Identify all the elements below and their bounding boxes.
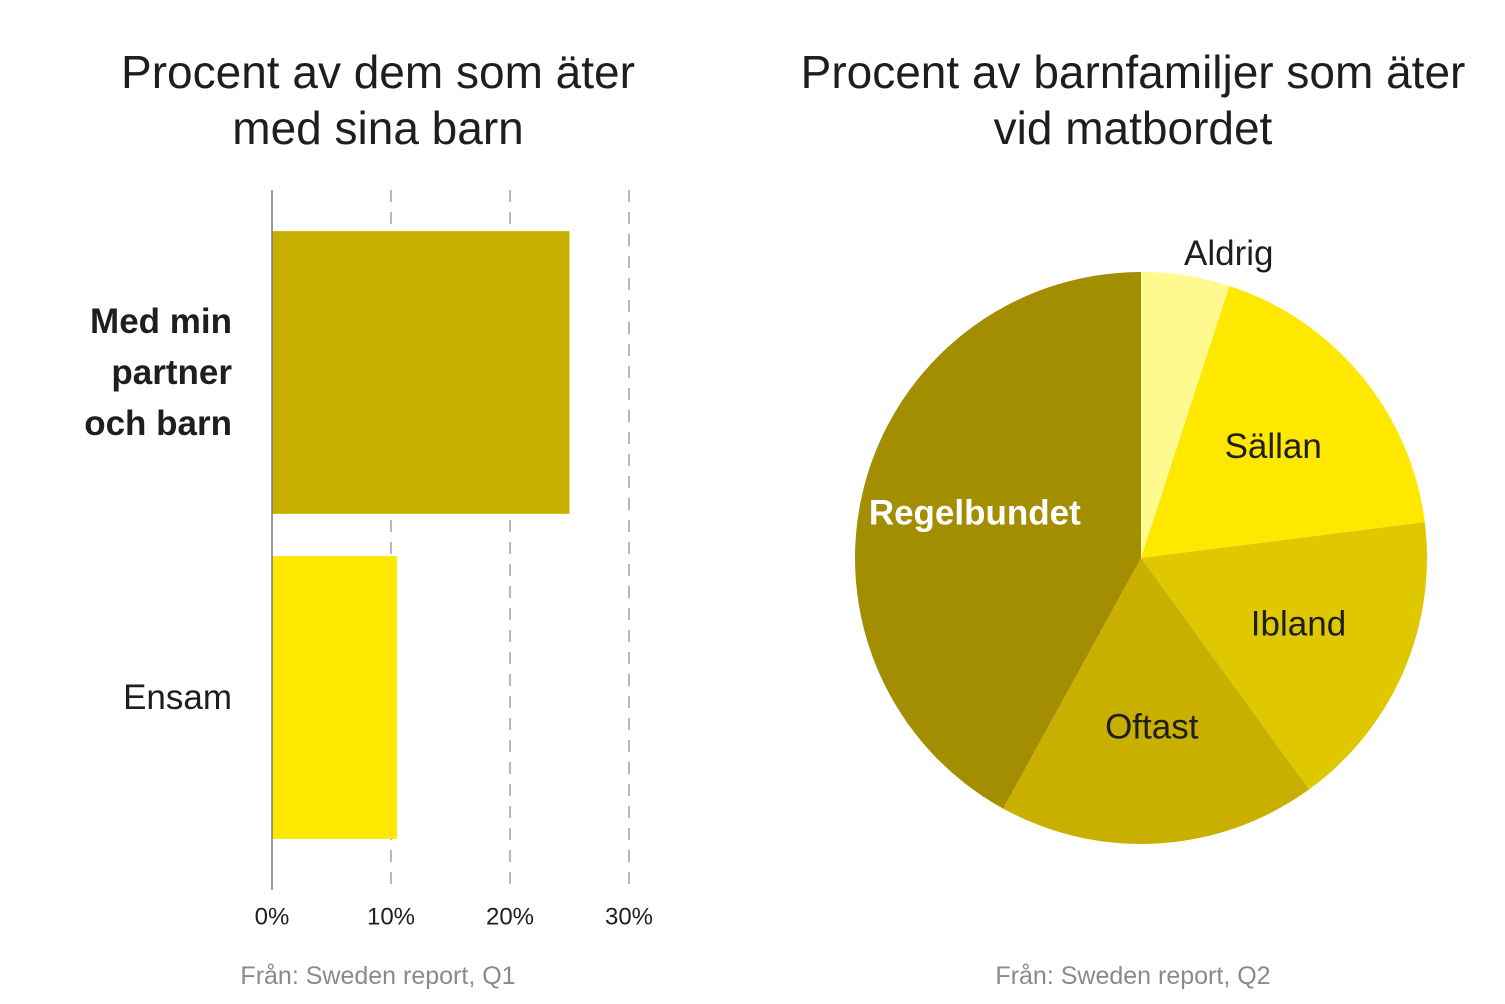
x-tick-label: 30%	[605, 903, 653, 930]
pie-slice	[855, 272, 1141, 809]
slice-label: Ibland	[1251, 604, 1346, 643]
slice-label: Regelbundet	[869, 494, 1081, 533]
x-tick-label: 20%	[486, 903, 534, 930]
pie-slice	[1141, 272, 1230, 558]
slice-label: Oftast	[1105, 708, 1199, 747]
bar	[272, 556, 397, 839]
chart-title: Procent av barnfamiljer som äter vid mat…	[800, 46, 1466, 154]
category-label: Ensam	[123, 678, 232, 717]
slice-label: Sällan	[1225, 427, 1322, 466]
bar	[272, 231, 570, 514]
pie-slice	[1141, 285, 1425, 558]
pie-slice	[1003, 558, 1310, 844]
x-tick-label: 0%	[255, 903, 290, 930]
pie-slice	[1141, 522, 1427, 790]
category-label: Med min partner och barn	[84, 302, 232, 443]
x-tick-label: 10%	[367, 903, 415, 930]
slice-label: Aldrig	[1184, 234, 1273, 273]
chart-title: Procent av dem som äter med sina barn	[121, 46, 635, 154]
source: Från: Sweden report, Q1	[240, 962, 516, 990]
source: Från: Sweden report, Q2	[995, 962, 1271, 990]
